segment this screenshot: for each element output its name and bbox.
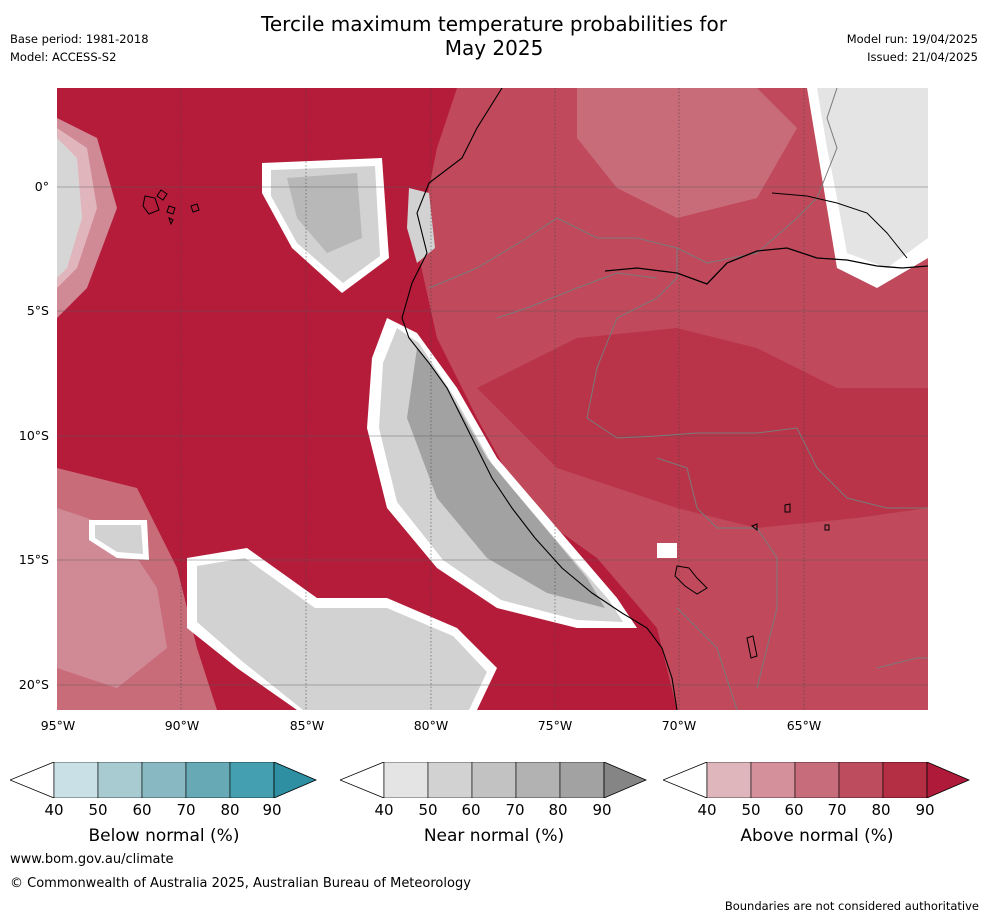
- colorbar-tick: 40: [374, 801, 394, 819]
- river-north: [771, 192, 908, 259]
- below-normal-colorbar: [10, 762, 318, 798]
- meta-right: Model run: 19/04/2025 Issued: 21/04/2025: [847, 30, 978, 66]
- colorbar-tick: 80: [871, 801, 891, 819]
- colorbar-tick: 80: [220, 801, 240, 819]
- base-period: Base period: 1981-2018: [10, 32, 149, 46]
- colorbar-extend-high: [273, 762, 318, 798]
- near-normal-region-south-inner: [197, 558, 487, 710]
- colorbar-extend-low: [10, 762, 55, 798]
- colorbar-swatch: [185, 762, 231, 798]
- x-tick-label: 70°W: [661, 718, 697, 733]
- x-tick-label: 90°W: [164, 718, 200, 733]
- colorbar-swatch: [141, 762, 187, 798]
- colorbar-swatch: [515, 762, 561, 798]
- colorbar-tick: 70: [827, 801, 847, 819]
- near-normal-title: Near normal (%): [423, 826, 565, 846]
- colorbar-extend-high: [926, 762, 971, 798]
- footer-copyright: © Commonwealth of Australia 2025, Austra…: [10, 876, 471, 891]
- boundary-disclaimer: Boundaries are not considered authoritat…: [724, 899, 979, 913]
- title-line-1: Tercile maximum temperature probabilitie…: [261, 12, 727, 36]
- colorbar-tick: 60: [784, 801, 804, 819]
- near-normal-region-ecuador-coast: [407, 188, 435, 263]
- colorbar-swatch: [427, 762, 473, 798]
- x-tick-label: 95°W: [40, 718, 76, 733]
- colorbar-swatch: [53, 762, 99, 798]
- colorbar-extend-high: [603, 762, 648, 798]
- near-normal-region-northeast-inner: [817, 88, 928, 268]
- colorbar-tick: 50: [418, 801, 438, 819]
- above-60-region-north: [577, 88, 797, 218]
- x-tick-label: 80°W: [413, 718, 449, 733]
- colorbar-swatch: [559, 762, 605, 798]
- longitude-gridlines: [180, 88, 805, 710]
- colorbar-swatch: [750, 762, 796, 798]
- footer-url: www.bom.gov.au/climate: [10, 852, 174, 867]
- y-tick-label: 20°S: [18, 677, 49, 692]
- colorbar-swatch: [471, 762, 517, 798]
- colorbar-tick: 80: [548, 801, 568, 819]
- y-tick-label: 10°S: [18, 428, 49, 443]
- y-tick-label: 5°S: [26, 303, 49, 318]
- colorbar-extend-low: [340, 762, 385, 798]
- small-lakes: [746, 503, 830, 659]
- south-america-coastline: [401, 88, 678, 710]
- near-normal-coastal-band-core: [407, 348, 605, 608]
- colorbar-swatch: [882, 762, 928, 798]
- colorbar-tick: 90: [915, 801, 935, 819]
- colorbar-swatch: [229, 762, 275, 798]
- colorbar-tick: 40: [697, 801, 717, 819]
- colorbar-tick: 50: [88, 801, 108, 819]
- colorbar-tick: 60: [461, 801, 481, 819]
- above-normal-title: Above normal (%): [740, 826, 894, 846]
- amazon-river: [604, 247, 928, 285]
- colorbar-tick: 90: [262, 801, 282, 819]
- near-normal-colorbar: [340, 762, 648, 798]
- above-50-region-southwest: [57, 508, 167, 688]
- model-run-date: Model run: 19/04/2025: [846, 32, 978, 46]
- colorbar-tick: 40: [44, 801, 64, 819]
- above-normal-colorbar: [663, 762, 971, 798]
- colorbar-swatch: [383, 762, 429, 798]
- colorbar-swatch: [838, 762, 884, 798]
- colorbar-tick: 70: [176, 801, 196, 819]
- title-line-2: May 2025: [444, 36, 544, 60]
- model-name: Model: ACCESS-S2: [10, 50, 117, 64]
- map-title: Tercile maximum temperature probabilitie…: [0, 12, 988, 60]
- y-tick-label: 0°: [34, 179, 49, 194]
- below-normal-title: Below normal (%): [88, 826, 240, 846]
- issued-date: Issued: 21/04/2025: [867, 50, 978, 64]
- colorbar-swatch: [794, 762, 840, 798]
- colorbar-tick: 70: [505, 801, 525, 819]
- colorbar-tick: 60: [132, 801, 152, 819]
- x-tick-label: 85°W: [289, 718, 325, 733]
- near-40-region-west: [57, 138, 82, 278]
- colorbar-extend-low: [663, 762, 708, 798]
- meta-left: Base period: 1981-2018 Model: ACCESS-S2: [10, 30, 149, 66]
- latitude-gridlines: [57, 186, 928, 686]
- x-tick-label: 65°W: [786, 718, 822, 733]
- x-tick-label: 75°W: [537, 718, 573, 733]
- near-normal-region-southwest-small-inner: [95, 525, 143, 554]
- y-tick-label: 15°S: [18, 552, 49, 567]
- galapagos-islands: [142, 189, 200, 226]
- colorbar-tick: 50: [741, 801, 761, 819]
- lake-titicaca: [674, 565, 708, 595]
- colorbar-tick: 90: [592, 801, 612, 819]
- colorbar-swatch: [97, 762, 143, 798]
- colorbar-swatch: [706, 762, 752, 798]
- near-normal-region-bolivia: [657, 543, 677, 558]
- probability-map: [57, 88, 928, 710]
- above-80-region-amazon: [477, 328, 928, 528]
